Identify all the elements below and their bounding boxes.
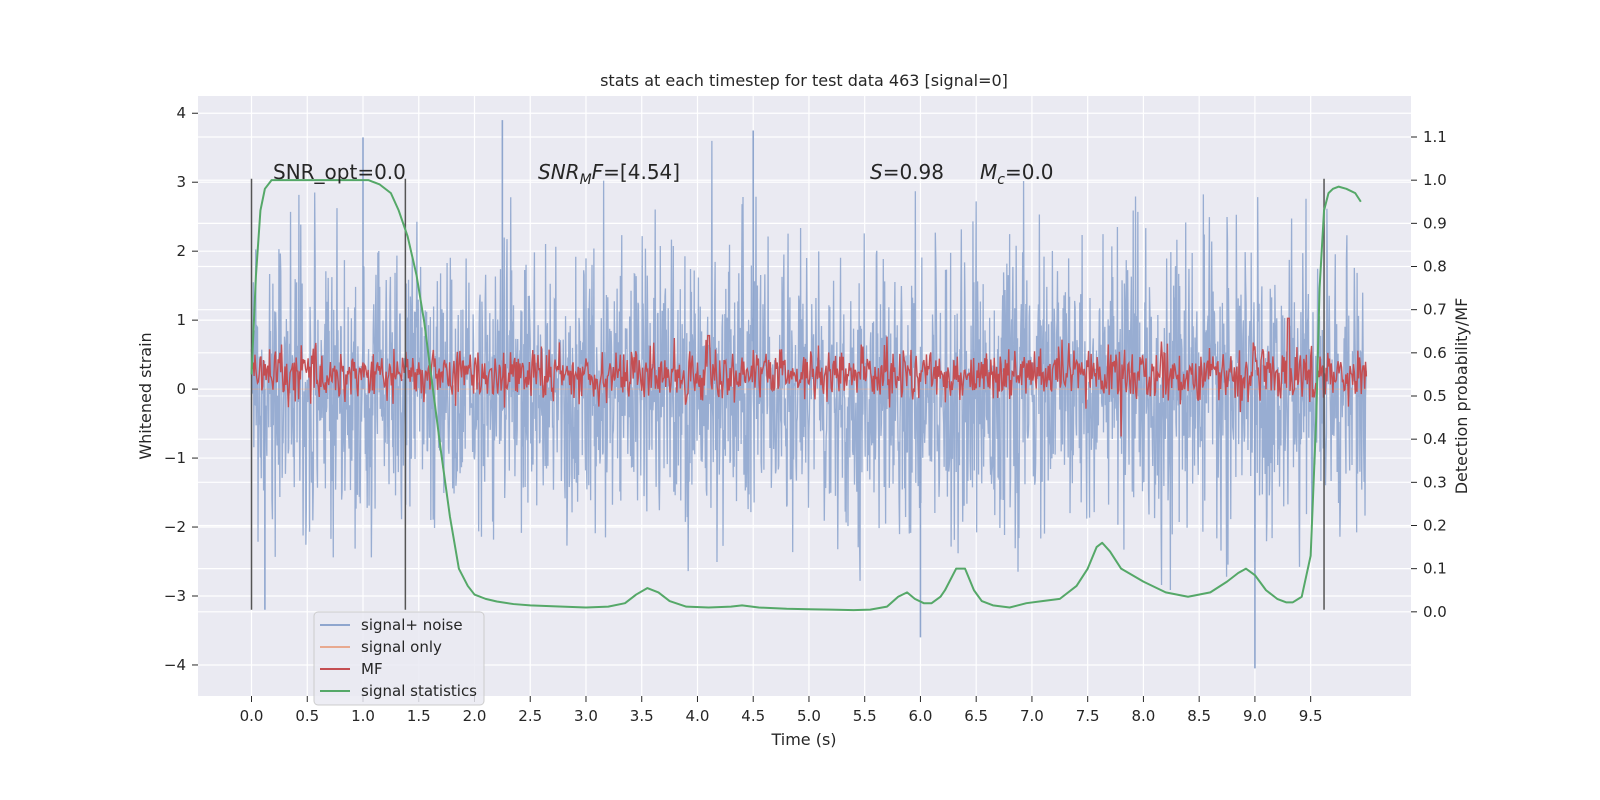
x-tick-label: 9.5 bbox=[1299, 707, 1323, 725]
annotation-snr-opt: SNR_opt=0.0 bbox=[273, 160, 406, 184]
y2-tick-label: 0.0 bbox=[1423, 603, 1447, 621]
x-axis-label: Time (s) bbox=[770, 730, 836, 749]
y-tick-label: −4 bbox=[164, 656, 186, 674]
chart-title: stats at each timestep for test data 463… bbox=[600, 71, 1008, 90]
y2-tick-label: 0.2 bbox=[1423, 516, 1447, 534]
y-tick-label: 4 bbox=[176, 104, 186, 122]
y-tick-label: 0 bbox=[176, 380, 186, 398]
vertical-markers bbox=[250, 178, 1325, 610]
y-tick-label: 2 bbox=[176, 242, 186, 260]
y2-tick-label: 0.1 bbox=[1423, 560, 1447, 578]
y-tick-label: −1 bbox=[164, 449, 186, 467]
x-tick-label: 3.5 bbox=[630, 707, 654, 725]
annotation-snr-mf: SNRMF=[4.54] bbox=[538, 160, 680, 188]
x-tick-label: 4.0 bbox=[686, 707, 710, 725]
y2-axis-label: Detection probability/MF bbox=[1452, 298, 1471, 495]
x-tick-label: 6.5 bbox=[964, 707, 988, 725]
y-tick-label: −3 bbox=[164, 587, 186, 605]
y2-tick-label: 0.6 bbox=[1423, 344, 1447, 362]
x-tick-label: 9.0 bbox=[1243, 707, 1267, 725]
x-tick-label: 8.0 bbox=[1131, 707, 1155, 725]
x-tick-label: 1.5 bbox=[407, 707, 431, 725]
signal-statistics-line bbox=[250, 179, 1362, 612]
legend-label-signal-statistics: signal statistics bbox=[361, 682, 477, 700]
signal-statistics-series bbox=[250, 179, 1362, 612]
y2-tick-label: 0.5 bbox=[1423, 387, 1447, 405]
y-axis-label: Whitened strain bbox=[136, 332, 155, 459]
x-tick-label: 2.5 bbox=[518, 707, 542, 725]
x-axis-ticks: 0.0 0.5 1.0 1.5 2.0 2.5 3.0 3.5 4.0 4.5 5.0 5.5 6.0 6… bbox=[240, 696, 1323, 725]
y2-tick-label: 1.1 bbox=[1423, 128, 1447, 146]
y2-tick-label: 0.9 bbox=[1423, 214, 1447, 232]
legend-label-signal-noise: signal+ noise bbox=[361, 616, 463, 634]
x-tick-label: 8.5 bbox=[1187, 707, 1211, 725]
y2-tick-label: 0.8 bbox=[1423, 258, 1447, 276]
x-tick-label: 5.5 bbox=[853, 707, 877, 725]
y2-tick-label: 0.4 bbox=[1423, 430, 1447, 448]
annotation-s: S=0.98 bbox=[870, 160, 944, 184]
x-tick-label: 0.0 bbox=[240, 707, 264, 725]
y2-axis-ticks: 0.0 0.1 0.2 0.3 0.4 0.5 0.6 0.7 0.8 0.9 1.0 1.1 bbox=[1411, 128, 1447, 621]
y-axis-ticks: −4 −3 −2 −1 0 1 2 3 4 bbox=[164, 104, 198, 674]
legend-box bbox=[313, 611, 485, 706]
y2-tick-label: 1.0 bbox=[1423, 171, 1447, 189]
x-tick-label: 7.0 bbox=[1020, 707, 1044, 725]
x-tick-label: 5.0 bbox=[797, 707, 821, 725]
x-tick-label: 0.5 bbox=[295, 707, 319, 725]
legend: signal+ noise signal only MF signal stat… bbox=[313, 611, 485, 706]
legend-label-mf: MF bbox=[361, 660, 383, 678]
y-tick-label: 3 bbox=[176, 173, 186, 191]
mf-line bbox=[250, 317, 1368, 437]
y-tick-label: 1 bbox=[176, 311, 186, 329]
x-tick-label: 2.0 bbox=[463, 707, 487, 725]
x-tick-label: 6.0 bbox=[909, 707, 933, 725]
annotation-mc: Mc=0.0 bbox=[980, 160, 1054, 188]
y2-tick-label: 0.7 bbox=[1423, 301, 1447, 319]
signal-noise-line bbox=[250, 140, 1368, 591]
mf-series bbox=[250, 317, 1368, 437]
y2-tick-label: 0.3 bbox=[1423, 473, 1447, 491]
legend-label-signal-only: signal only bbox=[361, 638, 442, 656]
x-tick-label: 4.5 bbox=[741, 707, 765, 725]
x-tick-label: 3.0 bbox=[574, 707, 598, 725]
x-tick-label: 7.5 bbox=[1076, 707, 1100, 725]
y-tick-label: −2 bbox=[164, 518, 186, 536]
x-tick-label: 1.0 bbox=[351, 707, 375, 725]
